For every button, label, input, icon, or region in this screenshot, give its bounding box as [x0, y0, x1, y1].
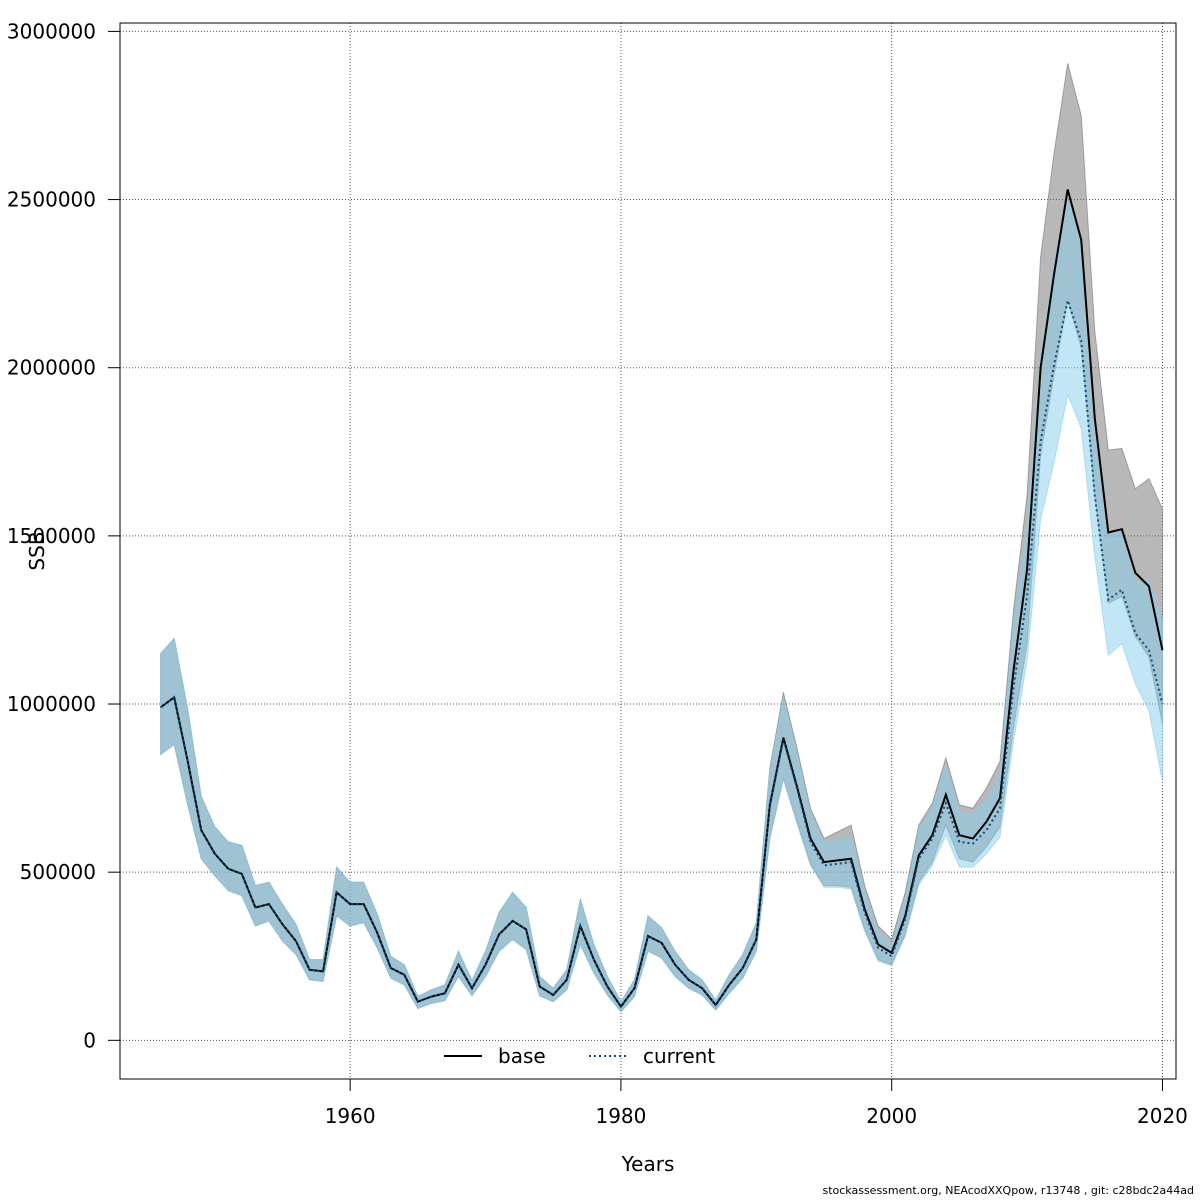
x-tick-label: 1960	[325, 1104, 376, 1128]
x-axis-title: Years	[621, 1152, 675, 1176]
axes	[119, 22, 1177, 1080]
legend: base current	[444, 1044, 715, 1068]
y-tick-label: 500000	[20, 860, 96, 884]
series-line-current	[160, 296, 1164, 1009]
x-tick-label: 2020	[1137, 1104, 1188, 1128]
series-line-base	[160, 189, 1164, 1009]
y-tick-label: 2000000	[7, 356, 96, 380]
x-axis-ticks: 1960 1980 2000 2020	[325, 1079, 1188, 1128]
footer-credit: stockassessment.org, NEAcodXXQpow, r1374…	[822, 1184, 1194, 1197]
y-tick-label: 3000000	[7, 19, 96, 43]
x-tick-label: 2000	[866, 1104, 917, 1128]
plot-frame	[119, 22, 1177, 1080]
confidence-band-current	[160, 197, 1163, 1013]
confidence-band-base	[160, 63, 1163, 1013]
series-lines	[160, 189, 1164, 1009]
y-tick-label: 2500000	[7, 188, 96, 212]
legend-label-base: base	[498, 1044, 546, 1068]
y-tick-label: 1000000	[7, 692, 96, 716]
confidence-bands	[160, 63, 1163, 1013]
x-tick-label: 1980	[595, 1104, 646, 1128]
y-axis-title: SSB	[25, 531, 49, 570]
y-axis-ticks: 0 500000 1000000 1500000 2000000 2500000 30000…	[7, 19, 120, 1052]
y-tick-label: 1500000	[7, 524, 96, 548]
legend-label-current: current	[643, 1044, 715, 1068]
y-tick-label: 0	[83, 1028, 96, 1052]
